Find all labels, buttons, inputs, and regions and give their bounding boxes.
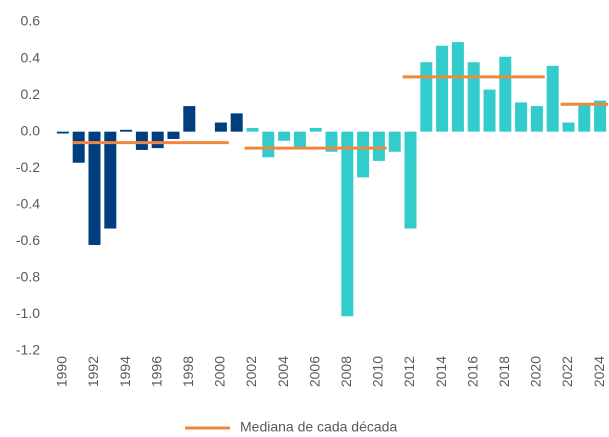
bar — [594, 100, 607, 132]
bar — [183, 106, 196, 132]
bar — [451, 42, 464, 132]
y-tick-label: -0.6 — [16, 232, 40, 248]
y-tick-label: -0.2 — [16, 159, 40, 175]
bar — [530, 106, 543, 132]
x-tick-label: 2000 — [212, 356, 228, 387]
x-tick-label: 2004 — [275, 356, 291, 387]
x-tick-label: 2020 — [528, 356, 544, 387]
bar — [278, 131, 291, 141]
legend-label: Mediana de cada década — [240, 419, 397, 435]
x-tick-label: 2002 — [243, 356, 259, 387]
bar — [578, 104, 591, 132]
x-tick-label: 2018 — [496, 356, 512, 387]
bar — [341, 131, 354, 317]
bar — [404, 131, 417, 229]
x-tick-label: 1992 — [85, 356, 101, 387]
bar — [293, 131, 306, 149]
x-tick-label: 2010 — [370, 356, 386, 387]
y-tick-label: -0.8 — [16, 269, 40, 285]
bar — [499, 56, 512, 132]
bar — [562, 122, 575, 132]
x-tick-label: 2016 — [464, 356, 480, 387]
y-tick-label: -1.2 — [16, 342, 40, 358]
x-tick-label: 1996 — [148, 356, 164, 387]
bar — [135, 131, 148, 150]
bar — [357, 131, 370, 178]
bar — [420, 62, 433, 132]
x-tick-label: 1990 — [54, 356, 70, 387]
y-tick-label: 0.6 — [21, 13, 41, 29]
bar — [88, 131, 101, 245]
bar — [72, 131, 85, 163]
x-tick-label: 2024 — [591, 356, 607, 387]
y-tick-label: -1.0 — [16, 305, 40, 321]
x-tick-label: 2022 — [559, 356, 575, 387]
bar — [483, 89, 496, 132]
y-tick-label: 0.0 — [21, 122, 41, 138]
bar — [467, 62, 480, 132]
bar — [104, 131, 117, 229]
bar — [214, 122, 227, 132]
bar — [309, 128, 322, 132]
y-tick-label: 0.4 — [21, 49, 41, 65]
x-tick-label: 1994 — [117, 356, 133, 387]
y-tick-label: 0.2 — [21, 86, 41, 102]
bar — [246, 128, 259, 132]
x-tick-label: 2014 — [433, 356, 449, 387]
bar — [167, 131, 180, 139]
x-tick-label: 2008 — [338, 356, 354, 387]
x-tick-label: 1998 — [180, 356, 196, 387]
bar — [230, 113, 243, 132]
x-tick-label: 2006 — [306, 356, 322, 387]
bar — [372, 131, 385, 161]
bar — [120, 129, 133, 132]
bar — [262, 131, 275, 158]
bar — [436, 45, 449, 132]
bar — [546, 65, 559, 132]
bar — [56, 131, 69, 134]
bar — [515, 102, 528, 132]
y-tick-label: -0.4 — [16, 195, 40, 211]
bar — [151, 131, 164, 149]
x-tick-label: 2012 — [401, 356, 417, 387]
bar — [388, 131, 401, 152]
